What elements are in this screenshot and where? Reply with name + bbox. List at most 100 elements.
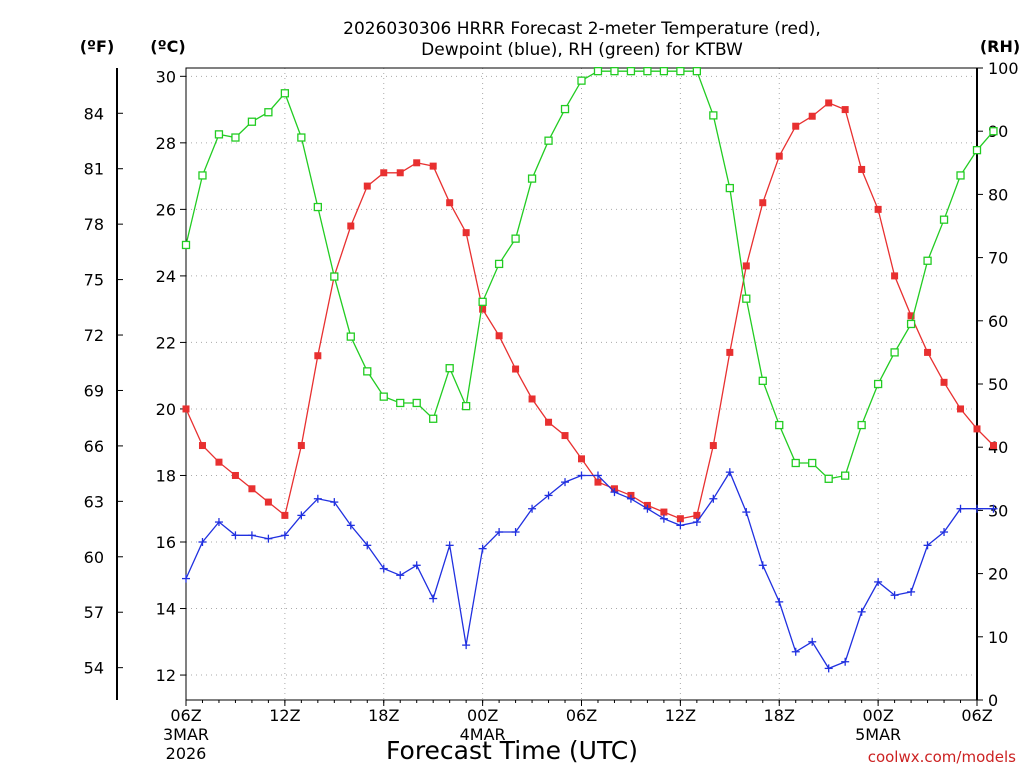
data-point	[412, 398, 421, 408]
data-point	[479, 305, 487, 313]
data-point	[380, 169, 388, 177]
data-point	[923, 541, 932, 550]
data-point	[494, 259, 504, 269]
data-point	[528, 504, 537, 513]
data-point	[775, 420, 784, 430]
data-point	[824, 474, 833, 483]
data-point	[313, 202, 322, 212]
rh-tick-label: 0	[988, 691, 998, 710]
celsius-tick-label: 22	[156, 333, 176, 352]
data-point	[215, 458, 223, 466]
data-point	[346, 332, 355, 341]
data-point	[989, 442, 997, 450]
data-point	[198, 538, 207, 546]
x-tick-year-label: 2026	[166, 744, 207, 763]
data-point	[610, 488, 619, 497]
data-point	[248, 485, 256, 493]
data-point	[511, 234, 520, 243]
celsius-tick-label: 16	[156, 533, 176, 552]
data-point	[972, 146, 982, 155]
data-point	[808, 458, 817, 468]
data-point	[462, 641, 471, 650]
data-point	[989, 504, 998, 513]
data-point	[659, 67, 669, 76]
data-point	[775, 152, 783, 160]
x-tick-date-label: 3MAR	[163, 725, 209, 744]
data-point	[214, 130, 224, 139]
data-point	[742, 508, 751, 517]
data-point	[857, 420, 866, 430]
data-point	[495, 528, 504, 537]
data-point	[363, 541, 372, 550]
data-point	[808, 637, 817, 646]
data-point	[413, 159, 421, 167]
data-point	[692, 67, 702, 76]
data-point	[824, 664, 833, 673]
data-point	[182, 574, 190, 583]
data-point	[429, 414, 438, 423]
rh-unit-label: (RH)	[980, 37, 1020, 56]
data-point	[594, 478, 602, 486]
data-point	[957, 405, 965, 413]
data-point	[512, 365, 520, 373]
data-point	[363, 182, 371, 190]
data-point	[973, 425, 981, 433]
data-point	[841, 471, 850, 480]
data-point	[940, 528, 949, 537]
data-point	[841, 106, 849, 114]
rh-tick-label: 20	[988, 565, 1008, 584]
fahrenheit-tick-label: 57	[84, 603, 104, 622]
data-point	[445, 541, 454, 550]
data-point	[478, 544, 487, 553]
data-point	[692, 518, 701, 527]
data-point	[379, 392, 388, 401]
data-point	[429, 594, 438, 603]
data-point	[758, 376, 767, 385]
data-point	[940, 378, 948, 386]
rh-tick-label: 80	[988, 185, 1008, 204]
fahrenheit-unit-label: (ºF)	[80, 37, 115, 56]
data-point	[923, 256, 932, 265]
data-point	[264, 534, 273, 543]
data-point	[231, 471, 239, 479]
data-point	[578, 455, 585, 463]
data-point	[610, 67, 619, 76]
tick-labels: 12 14 16 18 20 22 24 26 28 30 54 57 60 63 66 69 72 75 78 81…	[84, 59, 1019, 763]
data-point	[939, 215, 949, 224]
data-point	[396, 398, 405, 408]
data-point	[791, 458, 800, 468]
rh-tick-label: 10	[988, 628, 1008, 647]
data-point	[544, 136, 553, 145]
data-point	[660, 508, 668, 516]
data-point	[396, 169, 404, 177]
celsius-tick-label: 24	[156, 267, 176, 286]
data-point	[198, 171, 207, 180]
data-point	[791, 647, 800, 656]
data-point	[874, 205, 882, 213]
data-point	[379, 564, 388, 573]
data-point	[462, 229, 470, 237]
data-point	[973, 504, 981, 513]
data-point	[593, 67, 603, 76]
fahrenheit-tick-label: 81	[84, 160, 104, 179]
data-point	[709, 442, 717, 450]
data-point	[577, 471, 586, 480]
celsius-tick-label: 14	[156, 600, 176, 619]
data-point	[446, 199, 454, 207]
data-point	[956, 504, 965, 513]
x-tick-label: 00Z	[862, 706, 893, 725]
data-point	[742, 294, 751, 303]
data-point	[725, 468, 734, 477]
x-tick-label: 06Z	[170, 706, 201, 725]
celsius-tick-label: 28	[156, 134, 176, 153]
rh-tick-label: 100	[988, 59, 1019, 78]
fahrenheit-tick-label: 72	[84, 326, 104, 345]
celsius-tick-label: 26	[156, 200, 176, 219]
series-temperature	[182, 99, 997, 523]
celsius-tick-label: 18	[156, 466, 176, 485]
data-point	[593, 471, 602, 480]
data-point	[314, 352, 322, 360]
x-tick-label: 06Z	[961, 706, 992, 725]
celsius-tick-label: 12	[156, 666, 176, 685]
